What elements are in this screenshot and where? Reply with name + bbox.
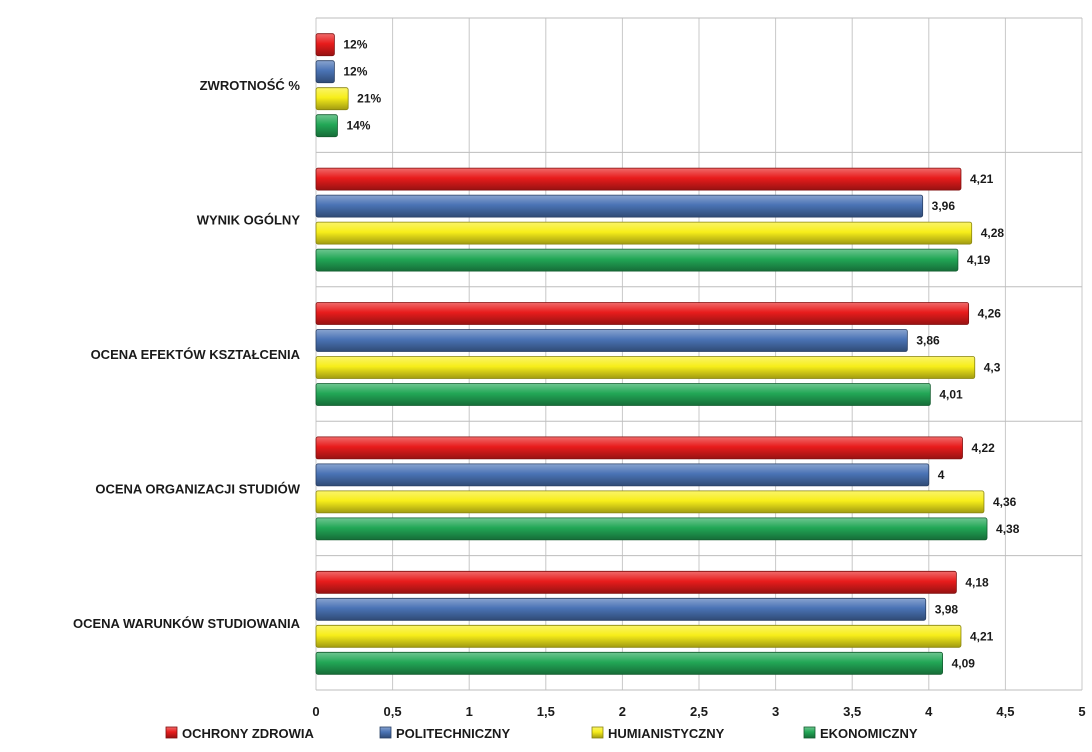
category-label: OCENA ORGANIZACJI STUDIÓW	[95, 481, 300, 496]
legend-swatch	[591, 726, 604, 739]
bar	[315, 194, 924, 218]
grid	[315, 18, 1083, 690]
bar	[315, 356, 976, 379]
bar	[315, 490, 985, 514]
data-label: 4,01	[939, 388, 963, 402]
data-labels: 12% 12% 21% 14% 4,21 3,96 4,28 4,19 4,26 3,86 4,3 4…	[343, 38, 1019, 671]
bars	[315, 33, 988, 675]
data-label: 4,38	[996, 522, 1020, 536]
data-label: 3,98	[935, 602, 959, 616]
bar	[315, 302, 970, 325]
bar	[315, 570, 957, 594]
data-label: 4,28	[981, 226, 1005, 240]
legend-item: EKONOMICZNY	[803, 726, 918, 741]
data-label: 4,36	[993, 495, 1017, 509]
bar	[315, 517, 988, 541]
data-label: 4,19	[967, 253, 991, 267]
bar	[315, 87, 349, 111]
data-label: 3,96	[932, 199, 956, 213]
legend-label: POLITECHNICZNY	[396, 726, 510, 741]
bar	[315, 221, 973, 245]
bar	[315, 114, 338, 138]
x-tick-label: 5	[1078, 704, 1085, 719]
x-tick-label: 1,5	[537, 704, 555, 719]
category-separators	[316, 17, 1082, 691]
x-tick-label: 0,5	[384, 704, 402, 719]
category-labels: ZWROTNOŚĆ % WYNIK OGÓLNY OCENA EFEKTÓW KSZ…	[73, 78, 301, 631]
legend-item: HUMIANISTYCZNY	[591, 726, 725, 741]
bar	[315, 329, 908, 352]
legend-item: POLITECHNICZNY	[379, 726, 510, 741]
bar	[315, 463, 930, 487]
data-label: 12%	[343, 38, 367, 52]
bar	[315, 436, 963, 460]
bar	[315, 60, 335, 84]
x-tick-label: 4	[925, 704, 933, 719]
data-label: 4,21	[970, 629, 994, 643]
data-label: 4,22	[972, 441, 996, 455]
bar	[315, 624, 962, 648]
data-label: 21%	[357, 92, 381, 106]
data-label: 4,18	[965, 575, 989, 589]
category-label: OCENA EFEKTÓW KSZTAŁCENIA	[91, 347, 301, 362]
x-tick-label: 1	[466, 704, 473, 719]
x-tick-label: 0	[312, 704, 319, 719]
legend-item: OCHRONY ZDROWIA	[165, 726, 315, 741]
x-tick-label: 4,5	[996, 704, 1014, 719]
data-label: 4,21	[970, 172, 994, 186]
x-tick-label: 3	[772, 704, 779, 719]
category-label: WYNIK OGÓLNY	[197, 213, 301, 228]
x-tick-label: 2	[619, 704, 626, 719]
category-label: OCENA WARUNKÓW STUDIOWANIA	[73, 616, 301, 631]
bar	[315, 383, 931, 406]
data-label: 4,26	[978, 307, 1002, 321]
bar	[315, 597, 927, 621]
bar	[315, 651, 943, 675]
category-label: ZWROTNOŚĆ %	[200, 78, 301, 93]
legend-swatch	[803, 726, 816, 739]
bar	[315, 33, 335, 57]
data-label: 3,86	[916, 334, 940, 348]
bar	[315, 248, 959, 272]
legend-label: OCHRONY ZDROWIA	[182, 726, 315, 741]
bar	[315, 167, 962, 191]
data-label: 4	[938, 468, 945, 482]
data-label: 14%	[346, 119, 370, 133]
x-tick-label: 3,5	[843, 704, 861, 719]
data-label: 4,3	[984, 361, 1001, 375]
legend-label: EKONOMICZNY	[820, 726, 918, 741]
data-label: 12%	[343, 65, 367, 79]
legend-swatch	[379, 726, 392, 739]
legend-label: HUMIANISTYCZNY	[608, 726, 725, 741]
x-tick-label: 2,5	[690, 704, 708, 719]
legend: OCHRONY ZDROWIA POLITECHNICZNY HUMIANISTYC…	[165, 726, 918, 741]
x-axis-tick-labels: 0 0,5 1 1,5 2 2,5 3 3,5 4 4,5 5	[312, 704, 1085, 719]
legend-swatch	[165, 726, 178, 739]
data-label: 4,09	[952, 656, 976, 670]
